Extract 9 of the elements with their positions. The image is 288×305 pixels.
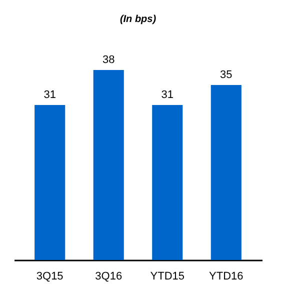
data-label: 38 (102, 54, 115, 66)
chart-title: (In bps) (120, 14, 157, 25)
data-label: 35 (220, 69, 232, 81)
x-tick-label: 3Q15 (36, 270, 64, 282)
data-label: 31 (161, 89, 174, 101)
data-label: 31 (44, 89, 56, 101)
x-tick-label: YTD15 (150, 270, 185, 282)
x-tick-label: YTD16 (209, 270, 244, 282)
x-tick-label: 3Q16 (95, 270, 122, 282)
